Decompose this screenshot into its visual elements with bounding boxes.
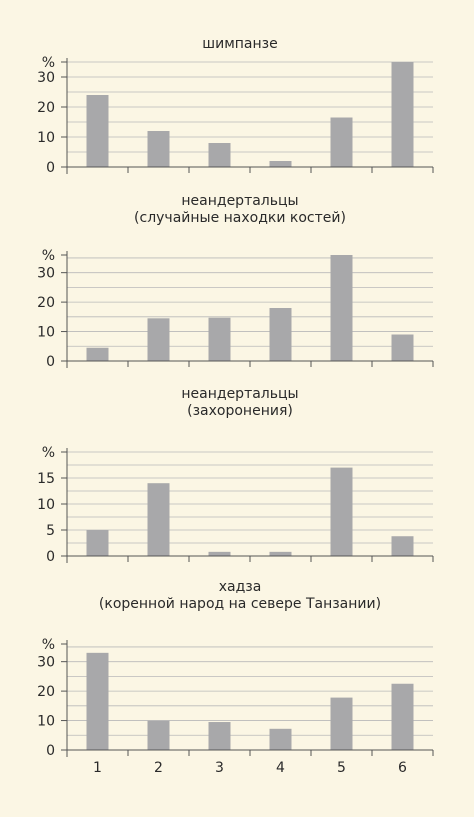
bar	[330, 467, 353, 556]
chart-title: хадза	[219, 579, 262, 595]
y-tick-label: 10	[37, 714, 55, 730]
y-tick-label: 30	[37, 266, 55, 282]
bar	[391, 536, 414, 556]
y-tick-label: 0	[46, 549, 55, 565]
chart-title: неандертальцы	[181, 193, 298, 209]
y-tick-label: 0	[46, 743, 55, 759]
x-tick-label: 4	[276, 760, 285, 776]
y-tick-label: 30	[37, 655, 55, 671]
bar	[86, 347, 109, 361]
bar	[208, 722, 231, 750]
y-axis-label: %	[42, 637, 55, 653]
y-tick-label: 0	[46, 354, 55, 370]
bar	[391, 62, 414, 167]
x-tick-label: 1	[93, 760, 102, 776]
chart-title: неандертальцы	[181, 386, 298, 402]
bar	[147, 720, 170, 750]
y-tick-label: 10	[37, 325, 55, 341]
x-tick-label: 2	[154, 760, 163, 776]
y-tick-label: 0	[46, 160, 55, 176]
bar	[330, 117, 353, 167]
bar	[147, 318, 170, 361]
chart-title: (захоронения)	[187, 403, 293, 419]
chart-title: (случайные находки костей)	[134, 210, 346, 226]
y-tick-label: 20	[37, 684, 55, 700]
y-axis-label: %	[42, 445, 55, 461]
x-tick-label: 5	[337, 760, 346, 776]
x-tick-label: 3	[215, 760, 224, 776]
bar	[330, 255, 353, 361]
bar	[86, 652, 109, 750]
bar	[86, 530, 109, 556]
bar	[391, 334, 414, 361]
chart-title: (коренной народ на севере Танзании)	[99, 596, 381, 612]
bar	[86, 95, 109, 167]
y-axis-label: %	[42, 55, 55, 71]
bar	[208, 143, 231, 167]
bar	[391, 683, 414, 750]
y-tick-label: 20	[37, 295, 55, 311]
bar	[147, 131, 170, 167]
y-tick-label: 30	[37, 70, 55, 86]
bar	[147, 483, 170, 556]
y-tick-label: 10	[37, 497, 55, 513]
y-tick-label: 20	[37, 100, 55, 116]
bar	[208, 551, 231, 556]
bar	[269, 161, 292, 167]
bar	[330, 697, 353, 750]
y-tick-label: 15	[37, 471, 55, 487]
bar	[269, 728, 292, 750]
bar	[269, 308, 292, 361]
x-tick-label: 6	[398, 760, 407, 776]
y-axis-label: %	[42, 248, 55, 264]
y-tick-label: 10	[37, 130, 55, 146]
bar	[208, 317, 231, 361]
bar	[269, 551, 292, 556]
y-tick-label: 5	[46, 523, 55, 539]
chart-title: шимпанзе	[202, 36, 277, 52]
